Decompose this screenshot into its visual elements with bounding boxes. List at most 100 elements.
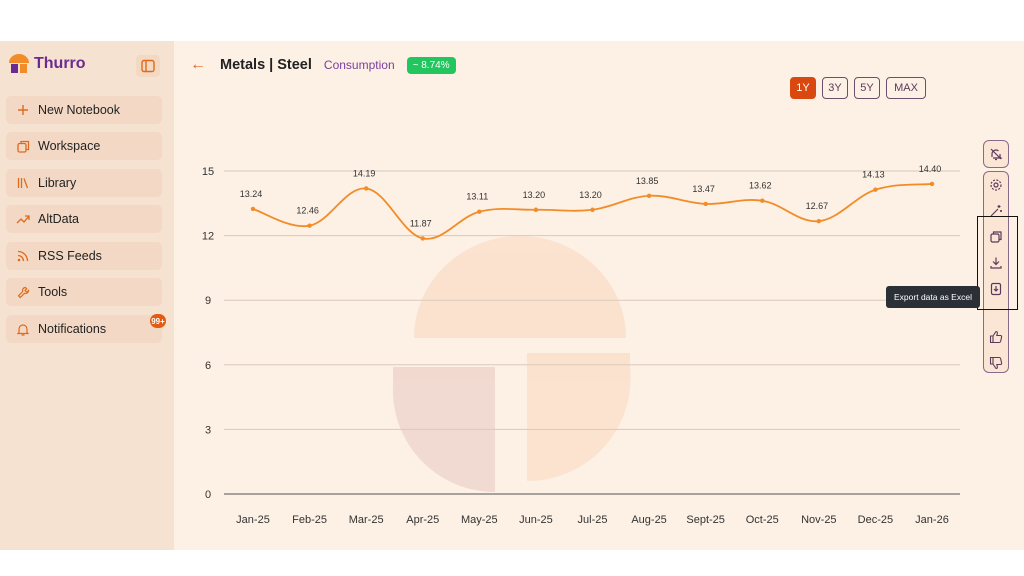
sidebar-item-label: New Notebook [38, 103, 120, 117]
sidebar-item-notifications[interactable]: Notifications [6, 315, 162, 343]
y-tick-label: 3 [205, 424, 211, 436]
brand-logo[interactable]: Thurro [8, 54, 86, 74]
settings-button[interactable] [984, 172, 1008, 198]
data-label: 13.24 [240, 189, 263, 199]
data-label: 12.46 [296, 206, 319, 216]
y-tick-label: 15 [202, 166, 214, 178]
sidebar-panel-icon [141, 59, 155, 73]
copy-button[interactable] [984, 224, 1008, 250]
y-tick-label: 12 [202, 231, 214, 243]
magic-wand-icon [990, 205, 1002, 217]
data-label: 13.85 [636, 176, 659, 186]
sidebar-item-tools[interactable]: Tools [6, 278, 162, 306]
data-point [307, 223, 312, 228]
app-window: Thurro New Notebook Workspace Library [0, 41, 1024, 550]
x-tick-label: May-25 [461, 514, 498, 526]
wrench-icon [15, 284, 31, 300]
data-label: 14.19 [353, 168, 376, 178]
library-icon [15, 175, 31, 191]
sidebar-item-library[interactable]: Library [6, 169, 162, 197]
plus-icon [15, 102, 31, 118]
line-chart: 0 3 6 9 12 15 Jan-25 Feb-25 Mar-25 Apr-25 May-25 Ju… [202, 164, 960, 526]
sidebar-item-new-notebook[interactable]: New Notebook [6, 96, 162, 124]
sidebar: Thurro New Notebook Workspace Library [0, 41, 174, 550]
x-tick-label: Nov-25 [801, 514, 836, 526]
download-icon [990, 257, 1002, 269]
bell-off-icon [990, 148, 1003, 161]
brand-name: Thurro [34, 55, 86, 72]
trend-icon [15, 211, 31, 227]
data-point [420, 236, 425, 241]
export-tooltip: Export data as Excel [886, 286, 980, 308]
page-subtitle: Consumption [323, 58, 395, 72]
data-label: 14.13 [862, 170, 885, 180]
x-tick-label: Jan-25 [236, 514, 270, 526]
y-tick-label: 9 [205, 295, 211, 307]
sidebar-toggle-button[interactable] [136, 55, 160, 77]
page-header: ← Metals | Steel Consumption ~ 8.74% [190, 54, 456, 76]
data-point [250, 206, 256, 212]
data-point [533, 207, 539, 212]
x-tick-label: Jul-25 [578, 514, 608, 526]
y-tick-label: 6 [205, 360, 211, 372]
data-label: 13.20 [579, 190, 602, 200]
x-tick-label: Sept-25 [686, 514, 725, 526]
thumbs-down-button[interactable] [984, 350, 1008, 376]
bell-off-button[interactable] [984, 141, 1008, 167]
rss-icon [15, 248, 31, 264]
x-tick-label: Aug-25 [631, 514, 666, 526]
sidebar-item-workspace[interactable]: Workspace [6, 132, 162, 160]
x-tick-label: Oct-25 [746, 514, 779, 526]
data-label: 13.47 [692, 184, 715, 194]
copy-icon [15, 138, 31, 154]
chart-toolbar [983, 171, 1009, 373]
notifications-off-tool [983, 140, 1009, 168]
data-point [873, 187, 878, 192]
data-label: 14.40 [919, 164, 942, 174]
data-label: 12.67 [806, 201, 829, 211]
gear-icon [990, 179, 1002, 191]
data-point [929, 181, 935, 187]
copy-icon [990, 231, 1002, 243]
sidebar-item-label: AltData [38, 212, 79, 226]
range-button-5y[interactable]: 5Y [854, 77, 880, 99]
x-tick-label: Dec-25 [858, 514, 893, 526]
back-arrow-icon[interactable]: ← [190, 56, 206, 73]
thumbs-down-icon [989, 356, 1003, 370]
data-label: 13.11 [466, 192, 488, 202]
x-tick-label: Feb-25 [292, 514, 327, 526]
thumbs-up-button[interactable] [984, 324, 1008, 350]
toolbar-highlight-box [977, 216, 1018, 310]
watermark-logo [393, 236, 631, 493]
x-tick-label: Apr-25 [406, 514, 439, 526]
x-tick-label: Jan-26 [915, 514, 949, 526]
data-point [590, 207, 595, 212]
data-point [646, 193, 652, 198]
magic-button[interactable] [984, 198, 1008, 224]
data-point [477, 209, 482, 214]
data-point [816, 218, 822, 224]
download-button[interactable] [984, 250, 1008, 276]
export-excel-button[interactable] [984, 276, 1008, 302]
change-badge: ~ 8.74% [406, 56, 456, 74]
sidebar-item-label: Notifications [38, 322, 107, 336]
range-button-max[interactable]: MAX [886, 77, 926, 99]
sidebar-item-rss-feeds[interactable]: RSS Feeds [6, 242, 162, 270]
sidebar-item-altdata[interactable]: AltData [6, 205, 162, 233]
page-title: Metals | Steel [220, 57, 312, 73]
data-label: 11.87 [410, 218, 432, 228]
x-tick-label: Mar-25 [349, 514, 384, 526]
range-button-3y[interactable]: 3Y [822, 77, 848, 99]
bell-icon [15, 321, 31, 337]
sidebar-item-label: Tools [38, 285, 68, 299]
data-point [363, 186, 369, 191]
x-tick-label: Jun-25 [519, 514, 553, 526]
sidebar-item-label: Workspace [38, 139, 101, 153]
data-label: 13.20 [523, 190, 546, 200]
sidebar-item-label: Library [38, 176, 77, 190]
data-point [703, 201, 708, 207]
y-tick-label: 0 [205, 489, 211, 501]
range-button-1y[interactable]: 1Y [790, 77, 816, 99]
file-download-icon [990, 282, 1002, 296]
thumbs-up-icon [989, 330, 1003, 344]
